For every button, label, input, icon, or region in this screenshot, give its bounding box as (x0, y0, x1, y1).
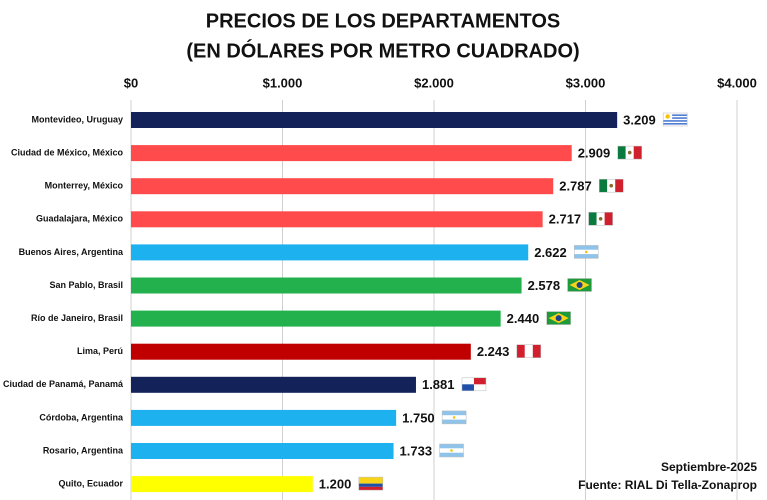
flag (439, 443, 464, 458)
chart-title: (EN DÓLARES POR METRO CUADRADO) (186, 38, 579, 62)
value-label: 1.750 (402, 410, 435, 425)
y-tick-label: Río de Janeiro, Brasil (31, 313, 123, 323)
y-tick-label: Córdoba, Argentina (39, 412, 124, 422)
flag-part (627, 150, 632, 155)
note: Fuente: RIAL Di Tella-Zonaprop (578, 478, 757, 492)
flag-part (546, 311, 571, 325)
value-label: 3.209 (623, 112, 656, 127)
flag-part (450, 449, 453, 452)
chart-title: PRECIOS DE LOS DEPARTAMENTOS (206, 10, 560, 32)
flag-part (588, 212, 613, 226)
flag-part (663, 117, 688, 119)
flag (461, 377, 487, 392)
flag-part (576, 282, 583, 288)
flag-part (604, 212, 613, 226)
y-tick-label: Montevideo, Uruguay (31, 114, 123, 124)
flag-part (441, 410, 467, 425)
flag-part (461, 384, 474, 391)
value-label: 2.243 (477, 344, 510, 359)
y-tick-label: Ciudad de Panamá, Panamá (3, 379, 124, 389)
flag-part (358, 476, 384, 491)
value-label: 1.881 (422, 377, 455, 392)
flag-part (439, 443, 464, 458)
value-label: 2.622 (534, 245, 567, 260)
flag-part (615, 179, 624, 193)
flag-part (598, 178, 624, 193)
flag-part (609, 183, 614, 188)
flag-part (555, 315, 562, 322)
bar (131, 376, 416, 393)
y-tick-label: Quito, Ecuador (58, 478, 123, 488)
flag-part (532, 344, 541, 358)
y-tick-label: Rosario, Argentina (43, 445, 124, 455)
x-tick-label: $3.000 (566, 75, 606, 90)
flag-part (617, 145, 642, 160)
flag-part (588, 212, 597, 226)
flag-part (452, 416, 456, 419)
flag-part (573, 245, 599, 259)
y-tick-label: San Pablo, Brasil (49, 280, 123, 290)
flag (588, 212, 613, 226)
x-tick-label: $4.000 (717, 75, 757, 90)
flag (662, 112, 688, 127)
flag (358, 476, 384, 491)
flag-part (665, 114, 670, 119)
bar (131, 112, 618, 128)
flag-part (598, 217, 603, 221)
y-tick-label: Ciudad de México, México (11, 147, 124, 157)
value-label: 1.200 (319, 477, 352, 492)
x-tick-label: $0 (124, 75, 138, 90)
y-tick-label: Buenos Aires, Argentina (19, 247, 124, 257)
y-tick-label: Monterrey, México (45, 181, 124, 191)
flag (441, 410, 467, 425)
flag-part (617, 146, 626, 160)
bar (131, 476, 313, 493)
flag (573, 245, 599, 259)
flag (617, 145, 642, 160)
value-label: 2.440 (507, 311, 540, 326)
x-tick-label: $1.000 (263, 75, 303, 90)
flag (516, 344, 542, 358)
flag-part (358, 477, 383, 484)
bar (131, 145, 572, 162)
flag-part (473, 377, 486, 385)
flag-part (584, 250, 588, 254)
x-tick-label: $2.000 (414, 75, 454, 90)
y-tick-label: Lima, Perú (77, 346, 123, 356)
note: Septiembre-2025 (661, 460, 757, 474)
flag-part (358, 486, 383, 491)
bar (131, 343, 471, 360)
bar (131, 244, 529, 261)
bar (131, 409, 397, 426)
flag (546, 311, 571, 325)
flag-part (516, 344, 542, 358)
y-tick-label: Guadalajara, México (36, 214, 124, 224)
flag-part (358, 483, 383, 487)
value-label: 2.717 (549, 212, 582, 227)
bar (131, 443, 394, 459)
value-label: 2.578 (528, 278, 561, 293)
flag-part (516, 344, 525, 358)
flag (598, 178, 624, 193)
flag-part (663, 123, 688, 125)
value-label: 2.787 (559, 179, 592, 194)
flag-part (524, 344, 533, 358)
bar (131, 310, 501, 327)
flag-part (663, 120, 688, 122)
flag-part (663, 114, 688, 116)
flag (567, 278, 592, 292)
value-label: 2.909 (578, 146, 611, 161)
flag-part (633, 146, 642, 160)
flag-part (662, 112, 688, 127)
bar (131, 211, 543, 228)
bar (131, 178, 554, 195)
bar (131, 277, 522, 294)
flag-part (599, 179, 608, 193)
flag-part (461, 377, 487, 392)
value-label: 1.733 (400, 443, 433, 458)
flag-part (567, 278, 592, 292)
